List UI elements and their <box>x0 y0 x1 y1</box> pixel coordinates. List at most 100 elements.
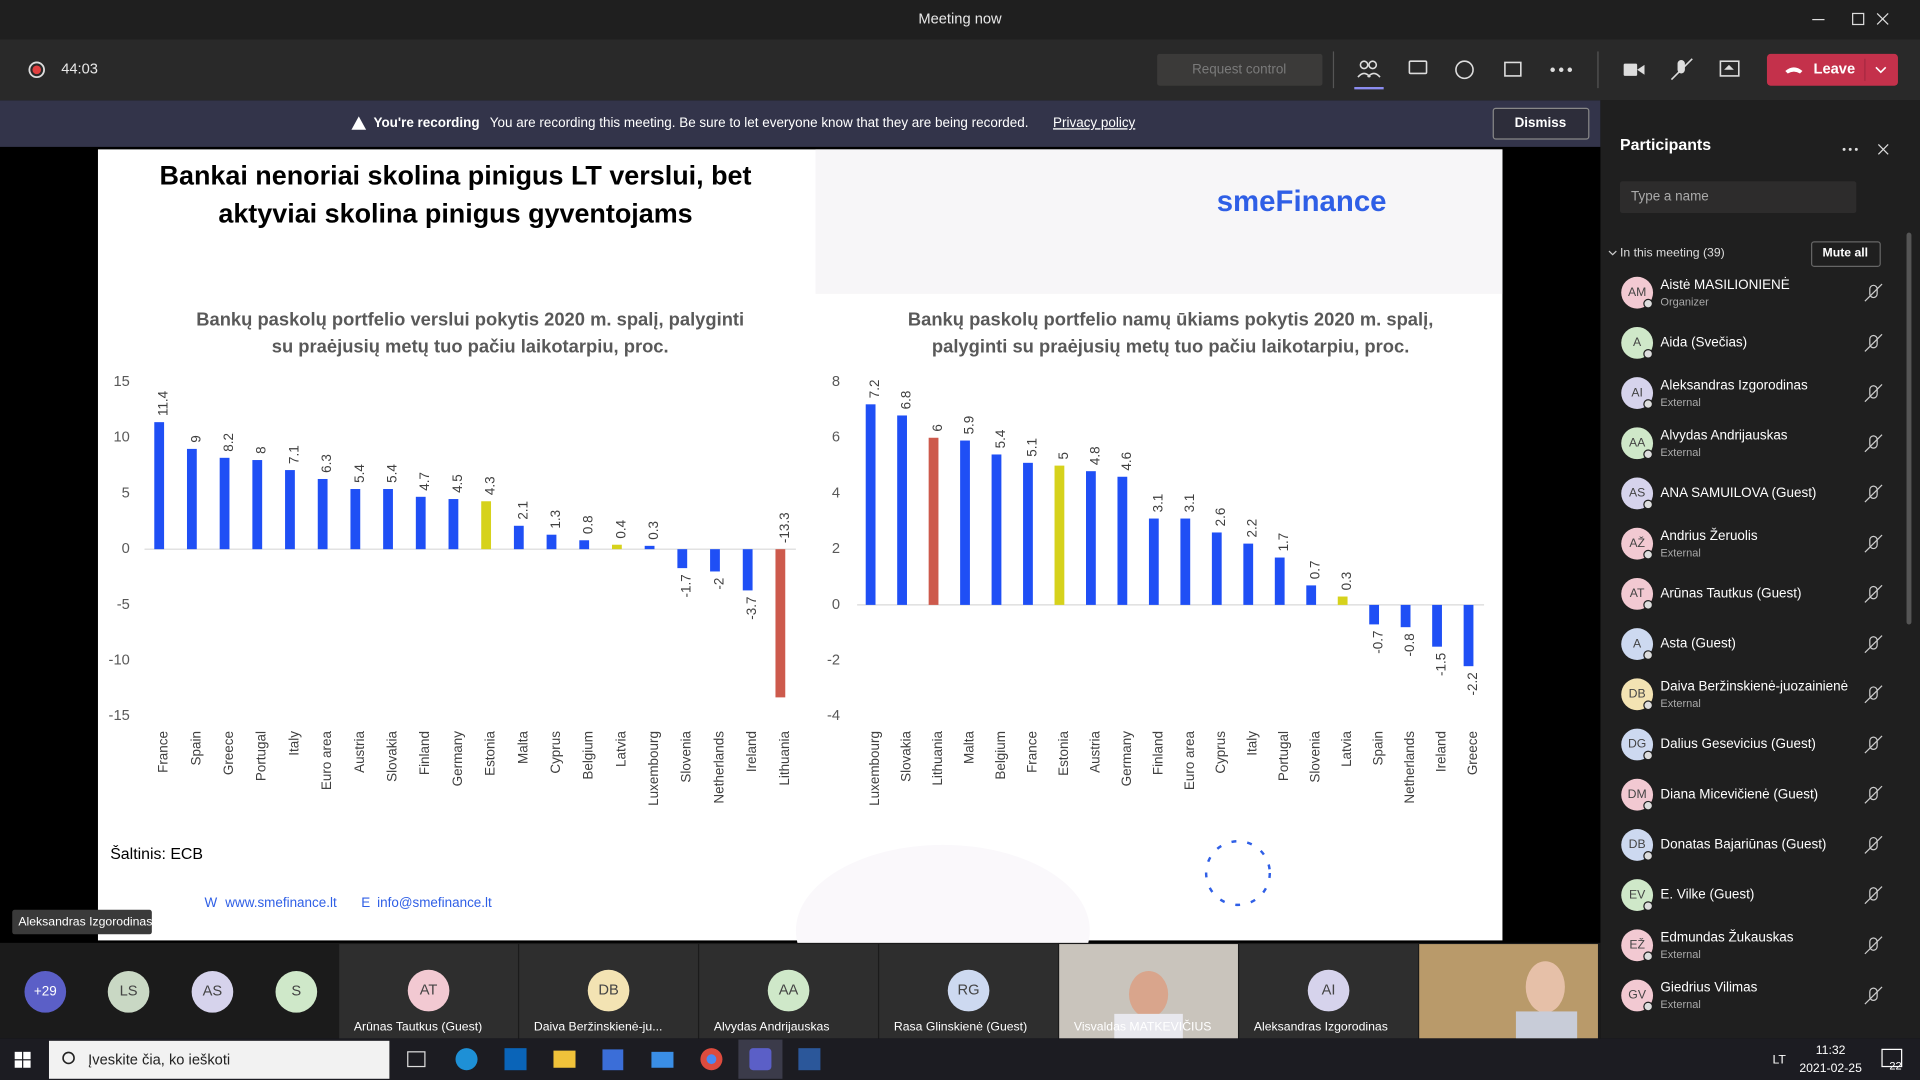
x-tick-label: Latvia <box>1339 731 1354 767</box>
bar <box>865 404 876 605</box>
leave-label: Leave <box>1813 62 1855 78</box>
bar <box>1369 604 1380 625</box>
person-body <box>1114 1013 1183 1039</box>
x-tick-label: Slovenia <box>679 731 694 783</box>
x-tick-label: Malta <box>515 731 530 764</box>
person-body <box>1515 1011 1578 1039</box>
start-button[interactable] <box>14 1051 31 1068</box>
avatar-initials: DB <box>598 982 619 998</box>
avatar <box>767 969 810 1012</box>
call-controls[interactable] <box>1623 58 1740 81</box>
bar <box>579 540 590 550</box>
timer: 44:03 <box>61 62 98 78</box>
value-label: 0.3 <box>1339 572 1354 591</box>
person <box>1525 961 1565 1013</box>
scrollbar[interactable] <box>1906 232 1912 625</box>
chart-title: su praėjusių metų tuo pačiu laikotarpiu,… <box>272 336 669 357</box>
request-control-button[interactable] <box>1157 53 1323 86</box>
web: www.smefinance.lt <box>224 895 337 910</box>
avatar-initials: LS <box>120 984 138 1000</box>
bar <box>1306 585 1317 605</box>
participant-name: Aleksandras Izgorodinas <box>1660 377 1808 392</box>
status-dot <box>1643 800 1654 811</box>
value-label: -2.2 <box>1465 672 1480 695</box>
tile-name: Alvydas Andrijauskas <box>714 1020 830 1034</box>
mic-icon <box>1869 435 1878 449</box>
x-tick-label: Belgium <box>581 731 596 780</box>
toolbar-icons[interactable] <box>1354 60 1573 90</box>
window-controls[interactable] <box>1812 12 1889 26</box>
value-label: 8 <box>254 446 269 453</box>
x-tick-label: Estonia <box>1056 731 1071 776</box>
bar <box>350 489 361 550</box>
overflow-count: +29 <box>34 983 57 998</box>
person <box>1128 971 1169 1018</box>
value-label: -3.7 <box>744 597 759 620</box>
participant-name: Giedrius Vilimas <box>1660 980 1757 995</box>
notification-icon[interactable] <box>1881 1048 1903 1068</box>
panel-close[interactable] <box>1877 144 1889 155</box>
x-tick-label: Germany <box>1119 731 1134 787</box>
bar <box>1180 518 1191 605</box>
x-tick-label: Luxembourg <box>646 731 661 806</box>
mic-icon <box>1869 836 1878 851</box>
y-tick-label: -15 <box>109 708 130 724</box>
avatar-initials: AS <box>203 984 223 1000</box>
mute-all-label: Mute all <box>1823 246 1869 260</box>
bar <box>219 457 230 550</box>
avatar <box>587 969 630 1012</box>
value-label: 7.2 <box>867 380 882 399</box>
value-label: 4.7 <box>417 472 432 491</box>
bar <box>1274 557 1285 605</box>
taskbar-apps[interactable] <box>407 1039 821 1079</box>
avatar-initials: AI <box>1631 385 1643 399</box>
dismiss-button[interactable] <box>1492 107 1590 140</box>
x-tick-label: Spain <box>1371 731 1386 765</box>
slide-title: Bankai nenoriai skolina pinigus LT versl… <box>160 161 752 191</box>
participant-role: Organizer <box>1660 296 1709 308</box>
value-label: 0.8 <box>581 515 596 534</box>
title-bar <box>0 0 1920 40</box>
value-label: 0.4 <box>613 519 628 538</box>
input-language: LT <box>1772 1053 1786 1067</box>
mic-slash <box>1864 333 1883 352</box>
value-label: 0.3 <box>646 521 661 540</box>
avatar-initials: AŽ <box>1629 535 1645 550</box>
x-tick-label: Greece <box>1465 731 1480 775</box>
y-tick-label: 10 <box>113 430 129 446</box>
x-tick-label: Slovakia <box>899 731 914 782</box>
bar <box>1211 532 1222 605</box>
value-label: -1.7 <box>679 574 694 597</box>
gallery-items: +29 LS AS S AT Arūnas Tautkus (Guest) DB Daiva … <box>24 944 1598 1039</box>
value-label: 4.5 <box>450 474 465 493</box>
avatar-initials: AI <box>1322 982 1336 998</box>
panel-more[interactable] <box>1842 147 1858 151</box>
x-tick-label: Euro area <box>1182 731 1197 791</box>
avatar-initials: AA <box>779 982 799 998</box>
mute-all-button[interactable] <box>1811 241 1881 267</box>
logo: smeFinance <box>1217 185 1387 218</box>
y-tick-label: -10 <box>109 652 130 668</box>
y-tick-label: 8 <box>832 374 840 390</box>
privacy-link[interactable]: Privacy policy <box>1053 115 1136 130</box>
search-placeholder: Type a name <box>1631 189 1709 204</box>
bar <box>546 534 557 550</box>
search-box[interactable] <box>1620 181 1857 214</box>
participant-name: Donatas Bajariūnas (Guest) <box>1660 836 1826 851</box>
mic-slash <box>1864 735 1883 754</box>
window-title: Meeting now <box>918 11 1002 27</box>
mic-slash <box>1864 584 1883 603</box>
bar <box>928 437 939 605</box>
leave-menu[interactable] <box>1875 66 1887 74</box>
mic-slash <box>1864 886 1883 905</box>
x-tick-label: Luxembourg <box>867 731 882 806</box>
participant-name: Alvydas Andrijauskas <box>1660 427 1787 442</box>
toolbar <box>0 39 1920 101</box>
section-toggle[interactable] <box>1608 250 1617 256</box>
value-label: 3.1 <box>1150 494 1165 513</box>
taskbar-search[interactable] <box>48 1040 390 1079</box>
status-dot <box>1643 901 1654 912</box>
value-label: 6.8 <box>899 391 914 410</box>
record-indicator <box>28 61 45 79</box>
